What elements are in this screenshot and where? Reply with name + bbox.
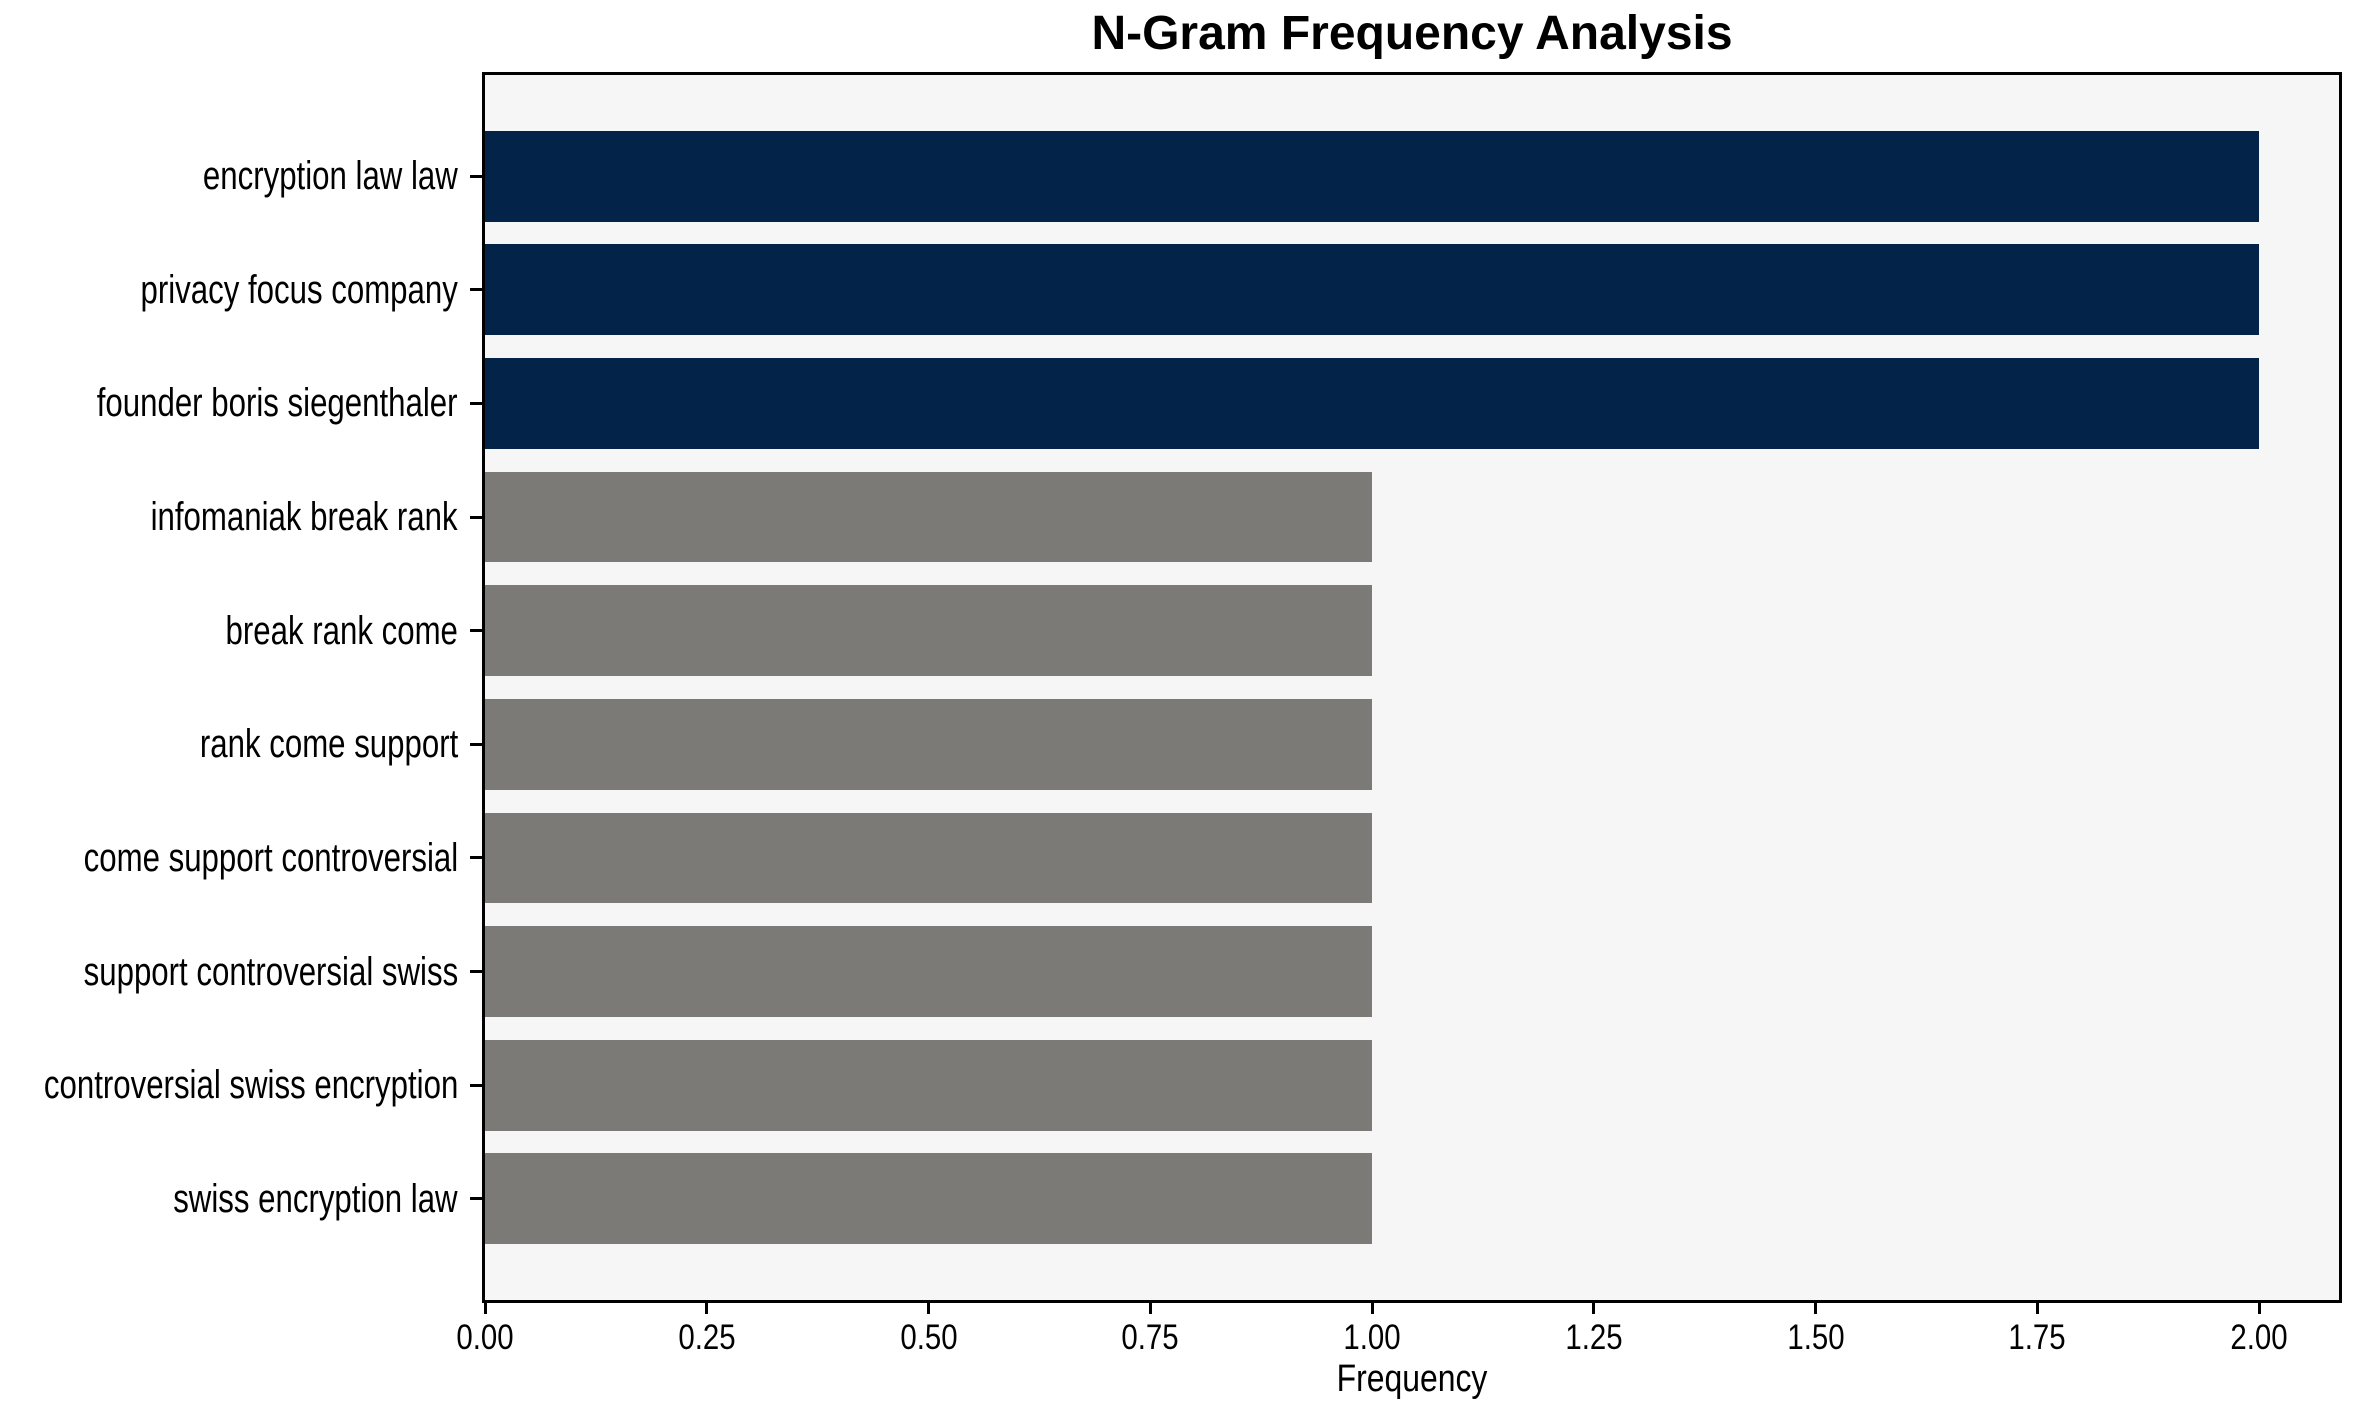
- bar-8: [485, 926, 1373, 1018]
- y-tick-label: controversial swiss encryption: [43, 1063, 458, 1108]
- x-tick-mark: [1592, 1303, 1596, 1314]
- x-tick-mark: [2035, 1303, 2039, 1314]
- bar-1: [485, 130, 2260, 222]
- y-tick-label: break rank come: [225, 608, 458, 653]
- x-tick-label: 0.50: [899, 1318, 958, 1357]
- y-tick-label: support controversial swiss: [83, 949, 458, 994]
- bar-3: [485, 357, 2260, 449]
- y-tick-mark: [470, 515, 482, 519]
- y-tick-mark: [470, 1197, 482, 1201]
- y-tick-label: infomaniak break rank: [151, 495, 458, 540]
- x-tick-mark: [1370, 1303, 1374, 1314]
- x-axis-label: Frequency: [1336, 1358, 1488, 1400]
- x-tick-label: 0.25: [678, 1318, 736, 1357]
- y-tick-mark: [470, 742, 482, 746]
- x-tick-label: 1.00: [1343, 1318, 1401, 1357]
- y-tick-label: founder boris siegenthaler: [97, 381, 458, 426]
- bar-2: [485, 244, 2260, 336]
- y-tick-mark: [470, 856, 482, 860]
- x-tick-label: 1.25: [1565, 1318, 1623, 1357]
- y-tick-label: rank come support: [199, 722, 458, 767]
- x-tick-mark: [1148, 1303, 1152, 1314]
- x-tick-mark: [705, 1303, 709, 1314]
- x-tick-label: 0.00: [456, 1318, 514, 1357]
- bar-4: [485, 471, 1373, 563]
- y-tick-mark: [470, 629, 482, 633]
- bar-10: [485, 1153, 1373, 1245]
- x-tick-mark: [2257, 1303, 2261, 1314]
- y-tick-mark: [470, 401, 482, 405]
- chart-title: N-Gram Frequency Analysis: [1091, 7, 1733, 60]
- bar-9: [485, 1039, 1373, 1131]
- y-tick-mark: [470, 288, 482, 292]
- bar-5: [485, 585, 1373, 677]
- y-tick-mark: [470, 174, 482, 178]
- x-tick-mark: [927, 1303, 931, 1314]
- y-tick-mark: [470, 970, 482, 974]
- y-tick-label: swiss encryption law: [173, 1176, 458, 1221]
- x-tick-label: 1.75: [2008, 1318, 2067, 1357]
- x-tick-mark: [483, 1303, 487, 1314]
- y-tick-label: come support controversial: [83, 835, 458, 880]
- y-tick-label: encryption law law: [203, 154, 458, 199]
- y-tick-label: privacy focus company: [140, 267, 458, 312]
- bar-7: [485, 812, 1373, 904]
- y-tick-mark: [470, 1083, 482, 1087]
- x-tick-label: 0.75: [1121, 1318, 1179, 1357]
- x-tick-label: 2.00: [2230, 1318, 2288, 1357]
- bar-6: [485, 698, 1373, 790]
- x-tick-label: 1.50: [1786, 1318, 1845, 1357]
- x-tick-mark: [1814, 1303, 1818, 1314]
